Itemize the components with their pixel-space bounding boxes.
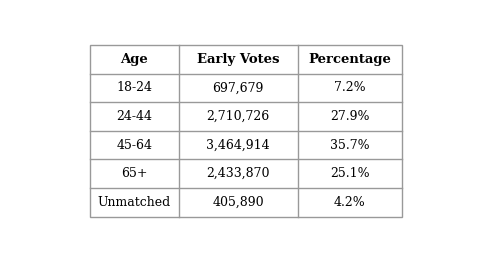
Text: 27.9%: 27.9% (330, 110, 370, 123)
Text: Age: Age (120, 53, 148, 66)
Text: 24-44: 24-44 (116, 110, 152, 123)
Text: 35.7%: 35.7% (330, 139, 370, 152)
Text: 697,679: 697,679 (213, 81, 264, 95)
Text: 2,433,870: 2,433,870 (206, 167, 270, 180)
Text: 18-24: 18-24 (116, 81, 152, 95)
Text: Early Votes: Early Votes (197, 53, 279, 66)
Text: 65+: 65+ (121, 167, 147, 180)
Text: 4.2%: 4.2% (334, 196, 366, 209)
Text: 2,710,726: 2,710,726 (206, 110, 270, 123)
Text: Percentage: Percentage (309, 53, 391, 66)
Text: Unmatched: Unmatched (97, 196, 171, 209)
Text: 405,890: 405,890 (212, 196, 264, 209)
Text: 25.1%: 25.1% (330, 167, 370, 180)
Text: 3,464,914: 3,464,914 (206, 139, 270, 152)
Text: 45-64: 45-64 (116, 139, 152, 152)
Text: 7.2%: 7.2% (334, 81, 366, 95)
